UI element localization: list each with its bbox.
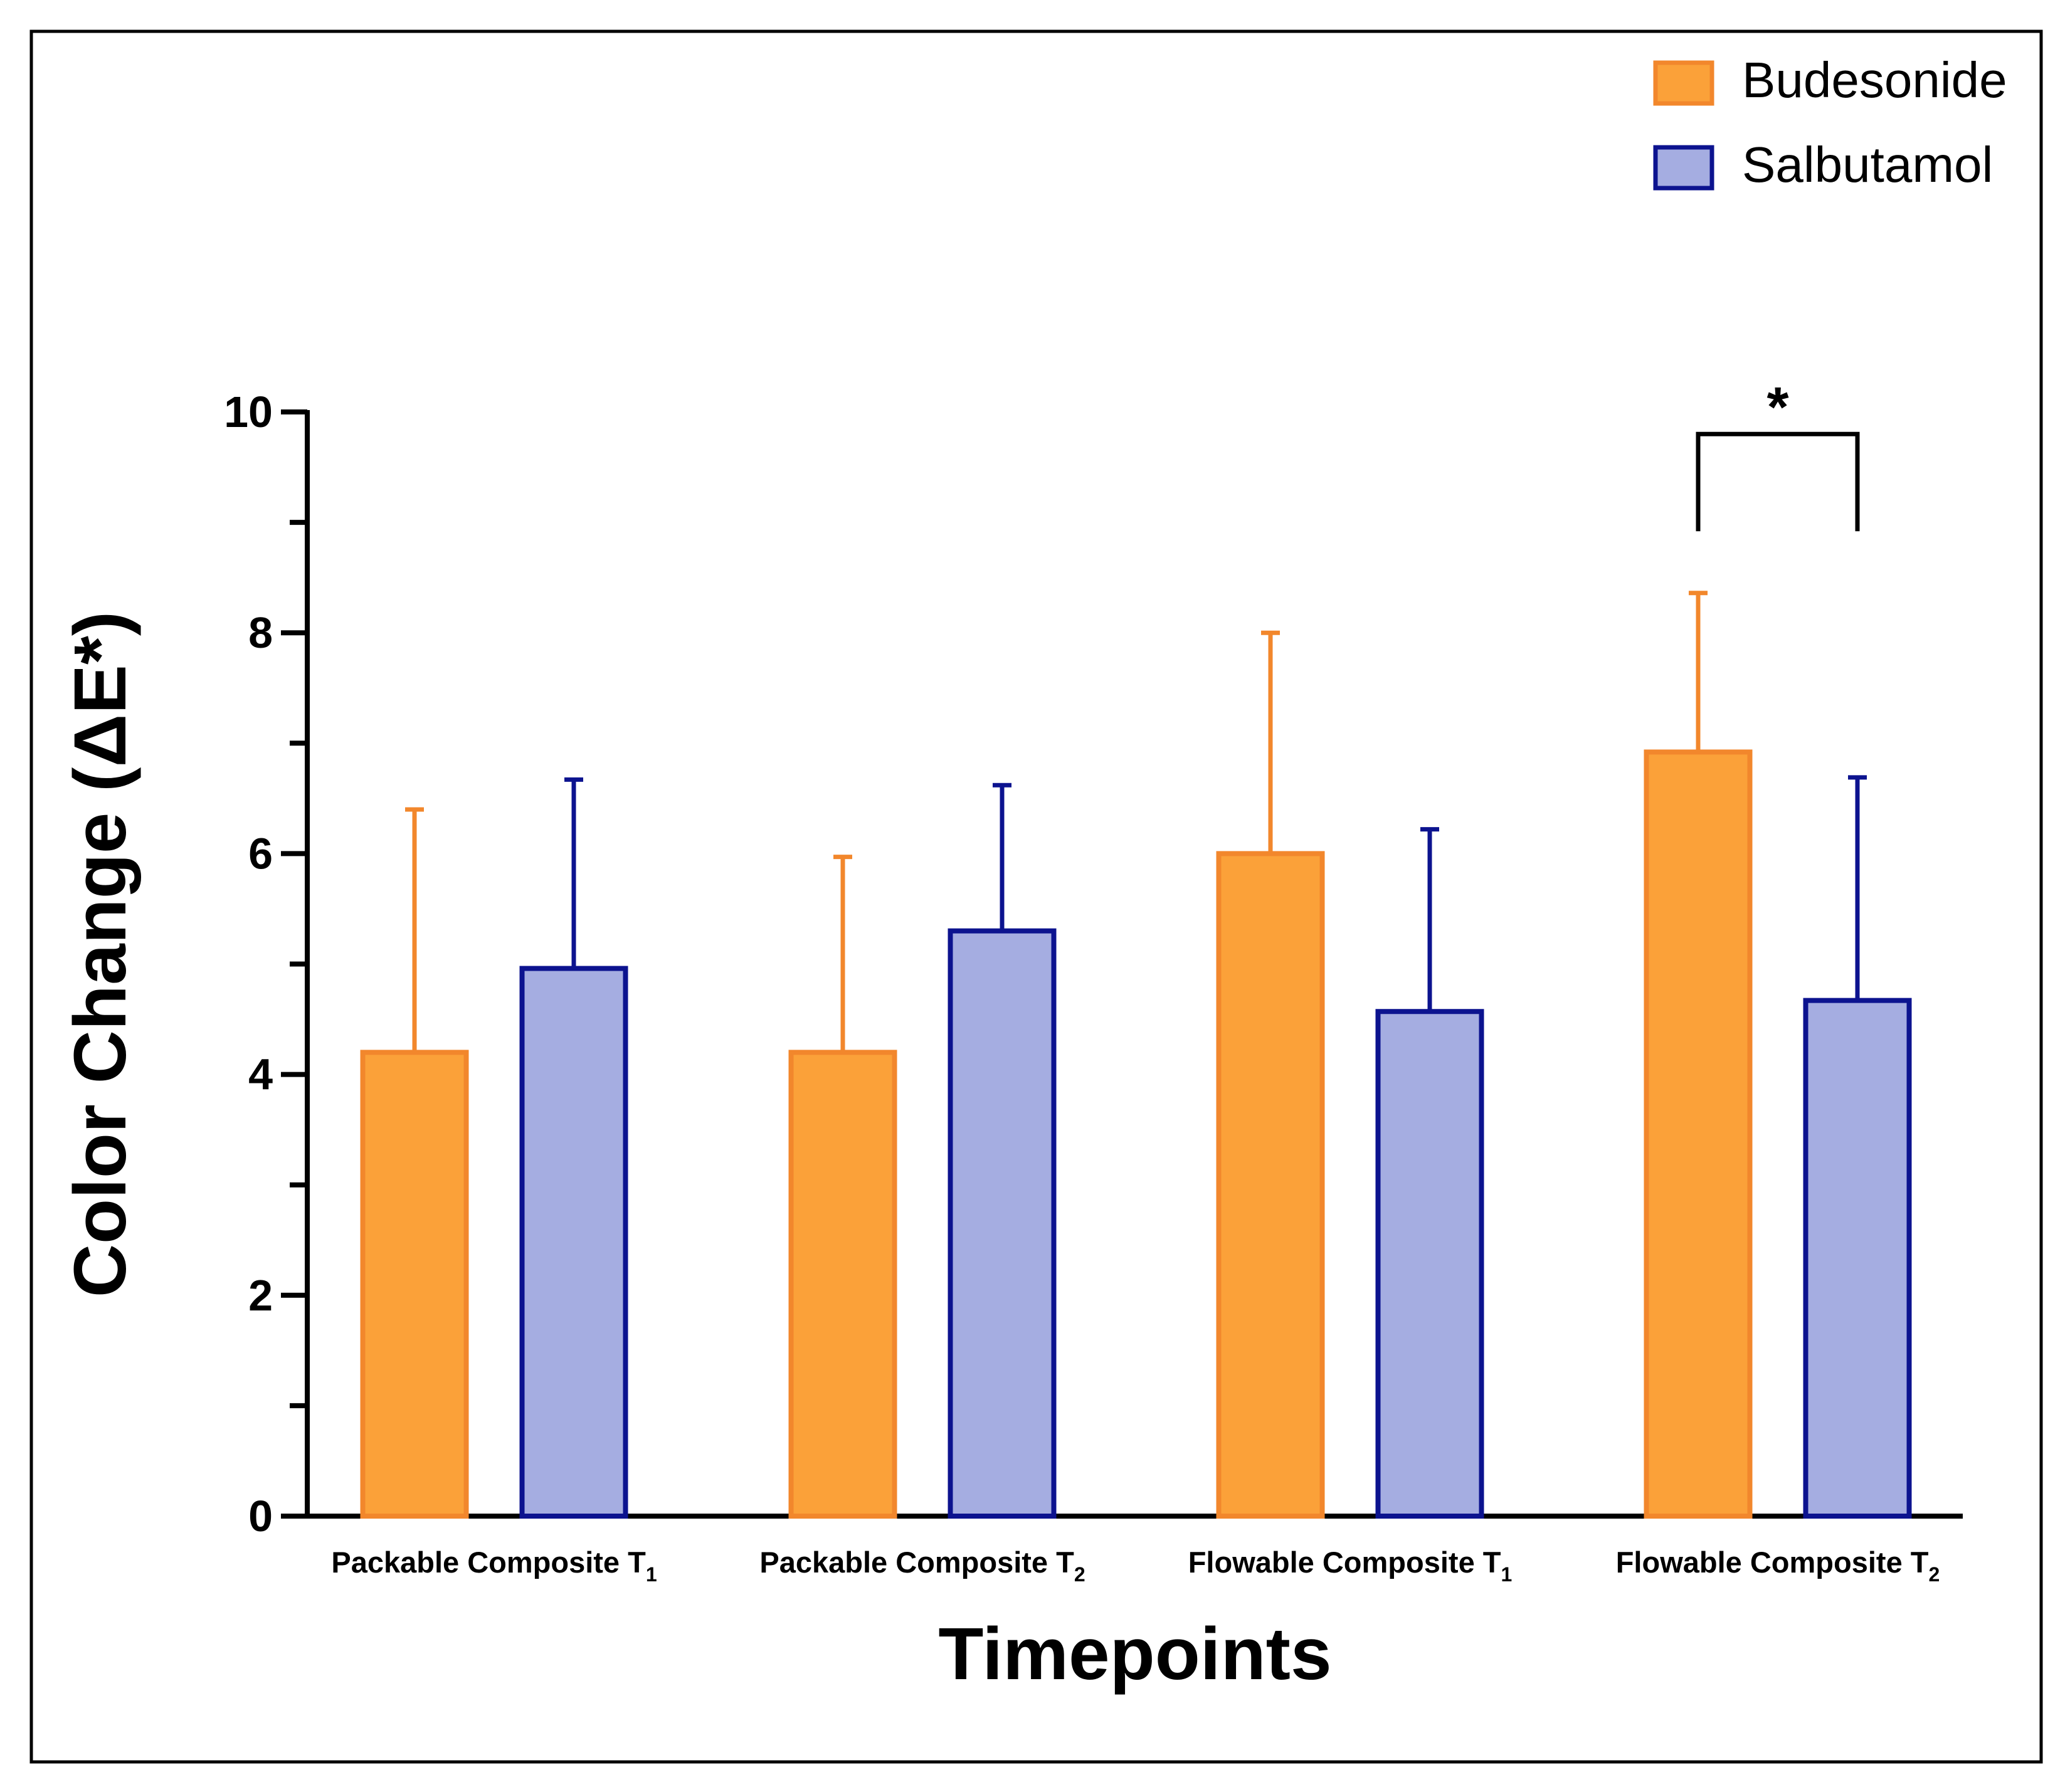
x-axis-label: Timepoints (938, 1613, 1331, 1695)
x-tick-label: Packable Composite T2 (759, 1546, 1085, 1586)
bars-layer (360, 591, 1912, 1519)
x-tick-label: Packable Composite T1 (331, 1546, 657, 1586)
legend-label-salbutamol: Salbutamol (1742, 137, 1993, 192)
x-tick-label-text: Packable Composite T (331, 1546, 646, 1579)
legend-label-budesonide: Budesonide (1742, 52, 2007, 108)
annotations-layer: * (1696, 376, 1860, 532)
x-tick-label: Flowable Composite T2 (1616, 1546, 1940, 1586)
bar-budesonide (360, 1050, 469, 1519)
legend: Budesonide Salbutamol (1653, 52, 2007, 192)
bar-salbutamol (1803, 998, 1912, 1519)
x-axis: Packable Composite T1 Packable Composite … (305, 1514, 1963, 1586)
bar-salbutamol (519, 966, 628, 1519)
y-axis: 0 2 4 6 8 10 (224, 387, 310, 1541)
x-tick-label-subscript: 1 (646, 1563, 657, 1586)
y-tick-label: 6 (248, 829, 273, 878)
x-tick-label-subscript: 1 (1501, 1563, 1512, 1586)
bar-salbutamol (1375, 1009, 1484, 1519)
bar-salbutamol (948, 928, 1057, 1519)
y-tick-label: 4 (248, 1050, 273, 1099)
bar-budesonide (788, 1050, 897, 1519)
significance-bracket (1696, 431, 1860, 532)
x-tick-label-text: Packable Composite T (759, 1546, 1074, 1579)
y-tick-label: 8 (248, 608, 273, 657)
bar-budesonide (1644, 749, 1753, 1519)
legend-swatch-salbutamol (1653, 145, 1714, 191)
y-axis-label: Color Change (ΔE*) (59, 611, 142, 1297)
x-tick-label-subscript: 2 (1074, 1563, 1085, 1586)
x-tick-label-subscript: 2 (1928, 1563, 1940, 1586)
bar-budesonide (1216, 851, 1325, 1519)
x-tick-label-text: Flowable Composite T (1616, 1546, 1929, 1579)
y-tick-label: 0 (248, 1492, 273, 1541)
significance-asterisk: * (1766, 376, 1788, 439)
x-tick-label: Flowable Composite T1 (1188, 1546, 1513, 1586)
y-tick-label: 2 (248, 1271, 273, 1320)
y-tick-label: 10 (224, 387, 273, 436)
x-tick-label-text: Flowable Composite T (1188, 1546, 1501, 1579)
legend-swatch-budesonide (1653, 60, 1714, 106)
